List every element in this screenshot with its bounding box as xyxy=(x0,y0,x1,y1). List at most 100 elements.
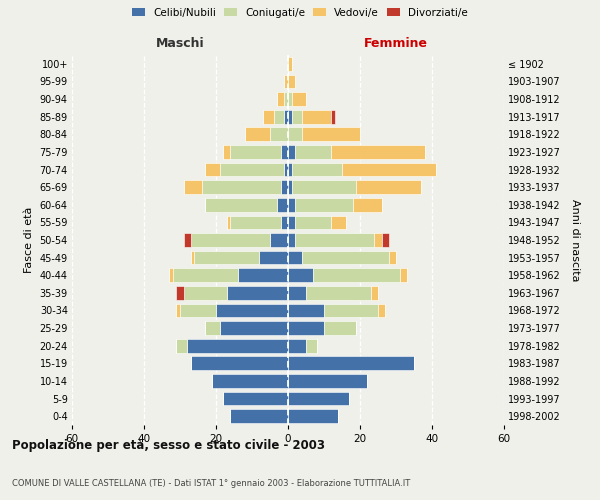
Bar xyxy=(230,216,281,230)
Text: Femmine: Femmine xyxy=(364,36,428,50)
Bar xyxy=(216,304,288,318)
Bar xyxy=(202,180,281,194)
Bar xyxy=(288,74,295,88)
Bar xyxy=(212,374,288,388)
Bar xyxy=(220,321,288,335)
Bar xyxy=(173,268,238,282)
Bar xyxy=(238,268,288,282)
Bar xyxy=(306,339,317,352)
Bar xyxy=(191,356,288,370)
Bar xyxy=(223,392,288,406)
Bar xyxy=(277,198,288,211)
Bar xyxy=(184,233,191,247)
Text: Popolazione per età, sesso e stato civile - 2003: Popolazione per età, sesso e stato civil… xyxy=(12,440,325,452)
Bar xyxy=(288,57,292,70)
Bar xyxy=(169,268,173,282)
Bar xyxy=(288,374,367,388)
Bar xyxy=(331,145,425,159)
Bar xyxy=(288,410,338,423)
Bar xyxy=(288,198,295,211)
Bar xyxy=(194,250,259,264)
Bar xyxy=(205,321,220,335)
Bar xyxy=(400,268,407,282)
Bar xyxy=(288,356,414,370)
Bar xyxy=(288,128,302,141)
Bar xyxy=(288,216,295,230)
Bar xyxy=(378,304,385,318)
Bar xyxy=(176,304,180,318)
Bar xyxy=(288,268,313,282)
Bar xyxy=(302,110,331,124)
Bar xyxy=(292,180,356,194)
Bar xyxy=(270,233,288,247)
Bar xyxy=(302,250,389,264)
Bar xyxy=(270,128,288,141)
Bar xyxy=(292,110,302,124)
Bar xyxy=(288,162,292,176)
Bar xyxy=(331,216,346,230)
Bar xyxy=(371,286,378,300)
Bar xyxy=(281,216,288,230)
Text: Maschi: Maschi xyxy=(155,36,205,50)
Bar xyxy=(184,286,227,300)
Bar xyxy=(295,216,331,230)
Bar xyxy=(176,339,187,352)
Bar xyxy=(230,145,281,159)
Bar xyxy=(288,233,295,247)
Bar xyxy=(288,339,306,352)
Bar xyxy=(313,268,400,282)
Bar xyxy=(284,92,288,106)
Y-axis label: Fasce di età: Fasce di età xyxy=(24,207,34,273)
Bar xyxy=(259,250,288,264)
Bar xyxy=(288,180,292,194)
Bar xyxy=(288,321,324,335)
Y-axis label: Anni di nascita: Anni di nascita xyxy=(571,198,580,281)
Bar xyxy=(187,339,288,352)
Bar xyxy=(302,128,360,141)
Bar xyxy=(292,162,342,176)
Bar xyxy=(227,286,288,300)
Bar xyxy=(191,233,270,247)
Bar xyxy=(288,304,324,318)
Bar xyxy=(288,110,292,124)
Bar xyxy=(263,110,274,124)
Bar xyxy=(284,74,288,88)
Bar xyxy=(274,110,284,124)
Bar xyxy=(245,128,270,141)
Text: COMUNE DI VALLE CASTELLANA (TE) - Dati ISTAT 1° gennaio 2003 - Elaborazione TUTT: COMUNE DI VALLE CASTELLANA (TE) - Dati I… xyxy=(12,478,410,488)
Bar xyxy=(331,110,335,124)
Bar xyxy=(176,286,184,300)
Bar xyxy=(324,304,378,318)
Bar xyxy=(288,92,292,106)
Bar xyxy=(295,198,353,211)
Bar xyxy=(277,92,284,106)
Bar xyxy=(220,162,284,176)
Bar xyxy=(288,145,295,159)
Legend: Celibi/Nubili, Coniugati/e, Vedovi/e, Divorziati/e: Celibi/Nubili, Coniugati/e, Vedovi/e, Di… xyxy=(132,8,468,18)
Bar xyxy=(295,145,331,159)
Bar xyxy=(281,180,288,194)
Bar xyxy=(205,162,220,176)
Bar xyxy=(356,180,421,194)
Bar xyxy=(295,233,374,247)
Bar xyxy=(227,216,230,230)
Bar xyxy=(306,286,371,300)
Bar xyxy=(288,286,306,300)
Bar xyxy=(230,410,288,423)
Bar xyxy=(281,145,288,159)
Bar xyxy=(180,304,216,318)
Bar xyxy=(205,198,277,211)
Bar xyxy=(191,250,194,264)
Bar xyxy=(288,250,302,264)
Bar xyxy=(382,233,389,247)
Bar xyxy=(284,162,288,176)
Bar xyxy=(374,233,382,247)
Bar xyxy=(292,92,306,106)
Bar xyxy=(324,321,356,335)
Bar xyxy=(389,250,396,264)
Bar xyxy=(184,180,202,194)
Bar xyxy=(342,162,436,176)
Bar xyxy=(284,110,288,124)
Bar xyxy=(353,198,382,211)
Bar xyxy=(288,392,349,406)
